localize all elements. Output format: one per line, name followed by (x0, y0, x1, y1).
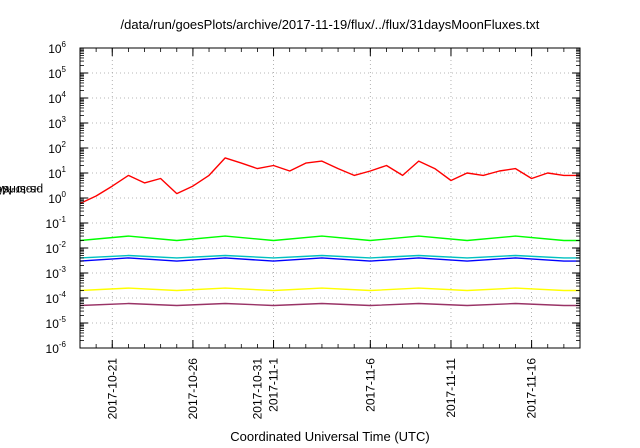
y-tick-label: 104 (48, 90, 66, 106)
y-tick-label: 100 (48, 190, 66, 206)
y-tick-label-base: 10 (46, 317, 60, 331)
y-tick-label: 10-4 (46, 290, 67, 306)
y-tick-label-base: 10 (46, 217, 60, 231)
y-tick-label-base: 10 (48, 117, 62, 131)
y-tick-label: 10-5 (46, 315, 67, 331)
series-line-1 (79, 157, 580, 205)
y-tick-label-exponent: 4 (62, 90, 67, 99)
grid-lines (80, 48, 580, 348)
y-tick-label: 102 (48, 140, 66, 156)
y-tick-label: 101 (48, 165, 66, 181)
y-tick-label: 10-6 (46, 340, 67, 356)
y-tick-label: 10-3 (46, 265, 67, 281)
y-tick-label-base: 10 (48, 92, 62, 106)
series-line-6 (79, 302, 580, 307)
y-tick-label-base: 10 (48, 142, 62, 156)
y-tick-label: 10-1 (46, 215, 67, 231)
y-tick-label-base: 10 (48, 42, 62, 56)
axes: 10-610-510-410-310-210-11001011021031041… (46, 40, 581, 420)
y-tick-label-exponent: -1 (59, 215, 67, 224)
y-tick-label-base: 10 (46, 242, 60, 256)
y-tick-label-exponent: 6 (62, 40, 67, 49)
y-tick-label: 105 (48, 65, 66, 81)
series-group (79, 157, 580, 307)
y-tick-label-base: 10 (48, 67, 62, 81)
x-tick-label: 2017-10-21 (105, 358, 119, 420)
y-tick-label-base: 10 (48, 192, 62, 206)
y-axis-label: protons/cm2-s-sr-MeV (0, 115, 43, 265)
y-tick-label-exponent: -3 (59, 265, 67, 274)
series-line-5 (79, 287, 580, 292)
y-tick-label-exponent: 0 (62, 190, 67, 199)
series-line-2 (79, 235, 580, 242)
y-tick-label: 103 (48, 115, 66, 131)
x-tick-label: 2017-11-1 (267, 358, 281, 412)
x-tick-label: 2017-11-16 (525, 358, 539, 419)
y-tick-label-base: 10 (46, 292, 60, 306)
y-tick-label-exponent: -4 (59, 290, 67, 299)
y-tick-label-exponent: 3 (62, 115, 67, 124)
y-tick-label-base: 10 (46, 342, 60, 356)
y-tick-label-base: 10 (46, 267, 60, 281)
y-tick-label-exponent: 1 (62, 165, 67, 174)
y-tick-label: 10-2 (46, 240, 67, 256)
y-tick-label-exponent: -6 (59, 340, 67, 349)
y-tick-label-exponent: -2 (59, 240, 67, 249)
y-axis-label-unit: -s-sr-MeV (0, 183, 40, 198)
x-tick-label: 2017-10-26 (186, 358, 200, 420)
y-tick-label-exponent: 5 (62, 65, 67, 74)
x-axis-label: Coordinated Universal Time (UTC) (230, 429, 430, 444)
series-line-3 (79, 254, 580, 259)
x-tick-label: 2017-11-11 (444, 358, 458, 418)
y-tick-label-exponent: -5 (59, 315, 67, 324)
chart-title: /data/run/goesPlots/archive/2017-11-19/f… (120, 17, 540, 32)
x-tick-label: 2017-10-31 (251, 358, 265, 420)
y-tick-label-base: 10 (48, 167, 62, 181)
y-tick-label: 106 (48, 40, 66, 56)
y-tick-label-exponent: 2 (62, 140, 67, 149)
series-line-4 (79, 257, 580, 262)
x-tick-label: 2017-11-6 (363, 358, 377, 412)
